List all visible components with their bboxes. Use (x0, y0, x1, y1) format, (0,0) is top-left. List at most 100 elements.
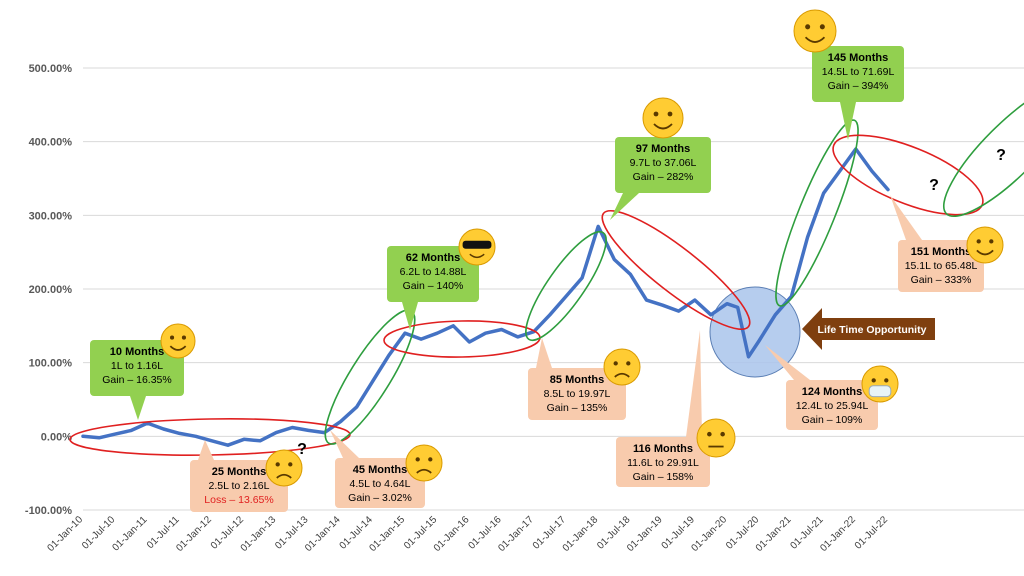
eye (805, 24, 811, 30)
opportunity-arrow: Life Time Opportunity (802, 308, 935, 350)
opportunity-circle (709, 286, 801, 378)
callout-amount: 1L to 1.16L (111, 360, 163, 372)
opportunity-label: Life Time Opportunity (818, 324, 927, 336)
callout-amount: 2.5L to 2.16L (209, 480, 270, 492)
x-tick-label: 01-Jan-22 (818, 514, 858, 554)
callout-box (615, 137, 711, 193)
mouth (804, 36, 826, 43)
sunglasses-emoji-icon (458, 228, 496, 266)
happy-thumbs-emoji-icon (966, 226, 1004, 264)
series-line (81, 147, 890, 447)
callout-return: Gain – 16.35% (102, 374, 171, 386)
x-tick-label: 01-Jan-15 (368, 514, 408, 554)
callout-amount: 8.5L to 19.97L (544, 388, 611, 400)
callout-97-months: 97 Months 9.7L to 37.06L Gain – 282% (610, 137, 711, 220)
callout-116-months: 116 Months 11.6L to 29.91L Gain – 158% (616, 330, 710, 487)
callout-box (812, 46, 904, 102)
callout-title: 25 Months (212, 466, 266, 478)
question-mark: ? (297, 441, 307, 458)
eye (181, 335, 186, 340)
callout-pointer (610, 193, 639, 220)
callout-return: Gain – 140% (403, 280, 464, 292)
mouth (614, 372, 630, 378)
x-tick-label: 01-Jan-10 (46, 514, 86, 554)
future-rally-ellipse (942, 82, 1024, 218)
smile-emoji-icon (160, 323, 196, 359)
callout-amount: 6.2L to 14.88L (400, 266, 467, 278)
callout-return: Gain – 282% (633, 171, 694, 183)
x-tick-label: 01-Jan-17 (496, 514, 536, 554)
callout-pointer (402, 302, 418, 330)
mask-emoji-icon (861, 365, 899, 403)
eye (989, 239, 994, 244)
x-tick-label: 01-Jan-20 (690, 514, 730, 554)
thumbs-up-emoji-icon (642, 97, 684, 139)
y-tick-label: -100.00% (25, 505, 72, 517)
eye (613, 361, 618, 366)
eye (626, 361, 631, 366)
callout-amount: 12.4L to 25.94L (796, 400, 869, 412)
eye (428, 457, 433, 462)
callout-box (528, 368, 626, 420)
callout-151-months: 151 Months 15.1L to 65.48L Gain – 333% (890, 195, 984, 292)
eye (871, 378, 876, 383)
mouth (169, 345, 187, 351)
eye (707, 431, 712, 437)
x-tick-label: 01-Jan-21 (754, 514, 794, 554)
question-mark: ? (929, 177, 939, 194)
callout-pointer (840, 102, 856, 140)
eye (653, 111, 659, 117)
callout-amount: 14.5L to 71.69L (822, 66, 895, 78)
callout-return: Gain – 333% (911, 274, 972, 286)
face-circle (405, 444, 443, 482)
y-tick-label: 0.00% (41, 431, 72, 443)
callout-62-months: 62 Months 6.2L to 14.88L Gain – 140% (387, 246, 479, 330)
callout-title: 45 Months (353, 464, 407, 476)
callout-10-months: 10 Months 1L to 1.16L Gain – 16.35% (90, 340, 184, 420)
face-circle (160, 323, 196, 359)
sad-emoji-icon (603, 348, 641, 386)
y-tick-label: 400.00% (29, 137, 73, 149)
callout-title: 151 Months (911, 246, 972, 258)
face-circle (966, 226, 1004, 264)
callout-return: Gain – 109% (802, 414, 863, 426)
callout-85-months: 85 Months 8.5L to 19.97L Gain – 135% (528, 338, 626, 420)
callout-pointer (330, 430, 359, 458)
x-tick-label: 01-Jan-18 (561, 514, 601, 554)
fall-ellipse-2018-2020 (601, 209, 751, 331)
callout-title: 62 Months (406, 252, 460, 264)
callout-pointer (130, 396, 146, 420)
opportunity-arrow-shape (802, 308, 935, 350)
worried-emoji-icon (405, 444, 443, 482)
face-circle (696, 418, 736, 458)
callout-124-months: 124 Months 12.4L to 25.94L Gain – 109% (765, 345, 878, 430)
callout-amount: 11.6L to 29.91L (627, 457, 699, 469)
callout-pointer (765, 345, 810, 380)
callout-box (335, 458, 425, 508)
x-tick-label: 01-Jan-14 (303, 514, 343, 554)
eye (720, 431, 725, 437)
callout-title: 10 Months (110, 346, 164, 358)
face-circle (603, 348, 641, 386)
eye (667, 111, 673, 117)
rally-ellipse-2017 (525, 230, 607, 342)
callout-box (898, 240, 984, 292)
sideways-ellipse-2015-2016 (383, 320, 541, 358)
face-circle (265, 449, 303, 487)
neutral-emoji-icon (696, 418, 736, 458)
callout-return: Gain – 3.02% (348, 492, 412, 504)
x-tick-label: 01-Jan-19 (625, 514, 665, 554)
callout-return: Gain – 135% (547, 402, 608, 414)
x-tick-label: 01-Jan-16 (432, 514, 472, 554)
sunglasses (462, 240, 492, 249)
party-emoji-icon (793, 9, 837, 53)
y-tick-label: 300.00% (29, 210, 73, 222)
x-tick-label: 01-Jan-11 (110, 514, 149, 553)
callout-amount: 9.7L to 37.06L (630, 157, 697, 169)
eye (884, 378, 889, 383)
callout-return: Loss – 13.65% (204, 494, 273, 506)
y-tick-label: 100.00% (29, 358, 73, 370)
callout-amount: 15.1L to 65.48L (905, 260, 978, 272)
mouth (416, 468, 432, 474)
callout-amount: 4.5L to 4.64L (350, 478, 411, 490)
